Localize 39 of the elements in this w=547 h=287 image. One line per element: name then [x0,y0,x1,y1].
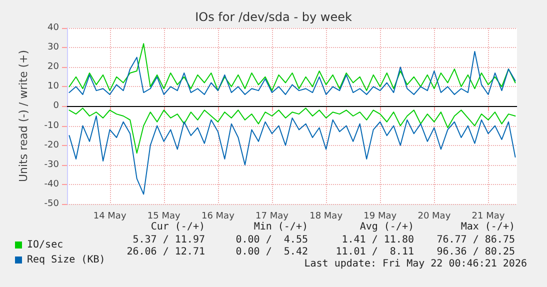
y-axis-title: Units read (-) / write (+) [17,50,30,182]
x-tick-label: 21 May [472,212,506,222]
y-tick-label: -10 [44,120,60,131]
y-tick-label: -30 [44,160,60,170]
y-tick-label: 20 [48,62,60,72]
text: 0.00 / 4.55 [236,234,308,246]
y-tick-label: 30 [48,42,60,53]
legend-label: Req Size (KB) [27,254,106,266]
y-tick-label: 10 [48,82,60,92]
x-tick-label: 15 May [147,212,181,222]
legend-label: IO/sec [27,240,64,250]
text: Min (-/+) [254,222,308,232]
text: 96.36 / 80.25 [436,246,515,258]
text: Cur (-/+) [150,222,205,232]
text: 5.37 / 11.97 [132,234,205,246]
y-tick-label: 0 [53,101,60,112]
x-tick-label: 17 May [256,212,290,222]
text: Avg (-/+) [360,222,414,232]
text: Max (-/+) [460,222,515,232]
line-series [68,43,516,92]
y-tick-label: -50 [44,199,60,209]
x-tick-label: 18 May [310,212,344,222]
line-series [68,50,516,95]
line-series [68,116,516,195]
text: Last update: Fri May 22 00:46:21 2026 [304,258,527,270]
text: 11.01 / 8.11 [336,246,414,258]
y-tick-label: 40 [48,23,60,33]
text: 1.41 / 11.80 [342,234,414,246]
x-tick-label: 16 May [201,212,236,222]
x-tick-label: 19 May [364,212,398,222]
line-series [68,108,516,154]
text: 76.77 / 86.75 [436,234,515,246]
text: 26.06 / 12.71 [126,246,205,258]
text: 0.00 / 5.42 [236,246,308,258]
y-tick-label: -20 [44,140,60,150]
chart-title: IOs for /dev/sda - by week [195,10,352,24]
x-tick-label: 20 May [418,212,452,222]
y-tick-label: -40 [44,179,60,190]
x-tick-label: 14 May [93,212,127,222]
